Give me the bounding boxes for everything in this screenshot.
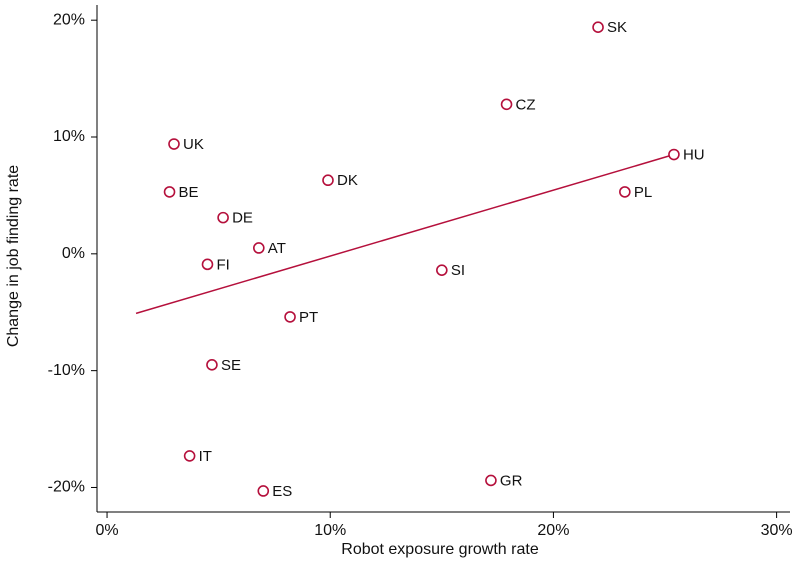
point [217, 211, 229, 224]
y-tick-label: -20% [48, 479, 85, 496]
x-tick-label: 20% [537, 522, 569, 539]
point-label: PL [634, 184, 652, 201]
point-label: GR [500, 472, 523, 489]
point [500, 98, 513, 111]
point [592, 21, 604, 33]
x-tick-label: 30% [761, 522, 793, 539]
point [257, 485, 270, 497]
x-tick-label: 10% [314, 522, 346, 539]
point [284, 311, 296, 323]
point [168, 138, 180, 150]
point-label: ES [272, 483, 292, 500]
point-label: UK [183, 136, 204, 153]
fit-line [135, 153, 675, 315]
point-label: SI [451, 262, 465, 279]
point [619, 186, 631, 198]
x-axis-title: Robot exposure growth rate [341, 541, 539, 558]
point-label: AT [268, 240, 286, 257]
y-axis-title: Change in job finding rate [5, 165, 22, 347]
point-label: CZ [516, 96, 536, 113]
y-tick-label: 0% [62, 245, 85, 262]
point-label: FI [216, 256, 229, 273]
y-tick-label: -10% [48, 362, 85, 379]
point-label: IT [199, 448, 212, 465]
point [253, 242, 265, 254]
point-label: DE [232, 210, 253, 227]
x-tick-label: 0% [95, 522, 118, 539]
point [436, 264, 448, 276]
point [163, 186, 176, 198]
point-label: SK [607, 19, 627, 36]
point-label: BE [179, 184, 199, 201]
point [322, 174, 334, 187]
point-label: PT [299, 309, 318, 326]
point-label: DK [337, 172, 358, 189]
y-tick-label: 10% [53, 128, 85, 145]
point [668, 148, 680, 161]
point-label: HU [683, 146, 705, 163]
point [206, 359, 218, 371]
y-tick-label: 20% [53, 11, 85, 28]
point [183, 450, 196, 462]
point [201, 258, 214, 271]
point [485, 474, 497, 487]
point-label: SE [221, 357, 241, 374]
